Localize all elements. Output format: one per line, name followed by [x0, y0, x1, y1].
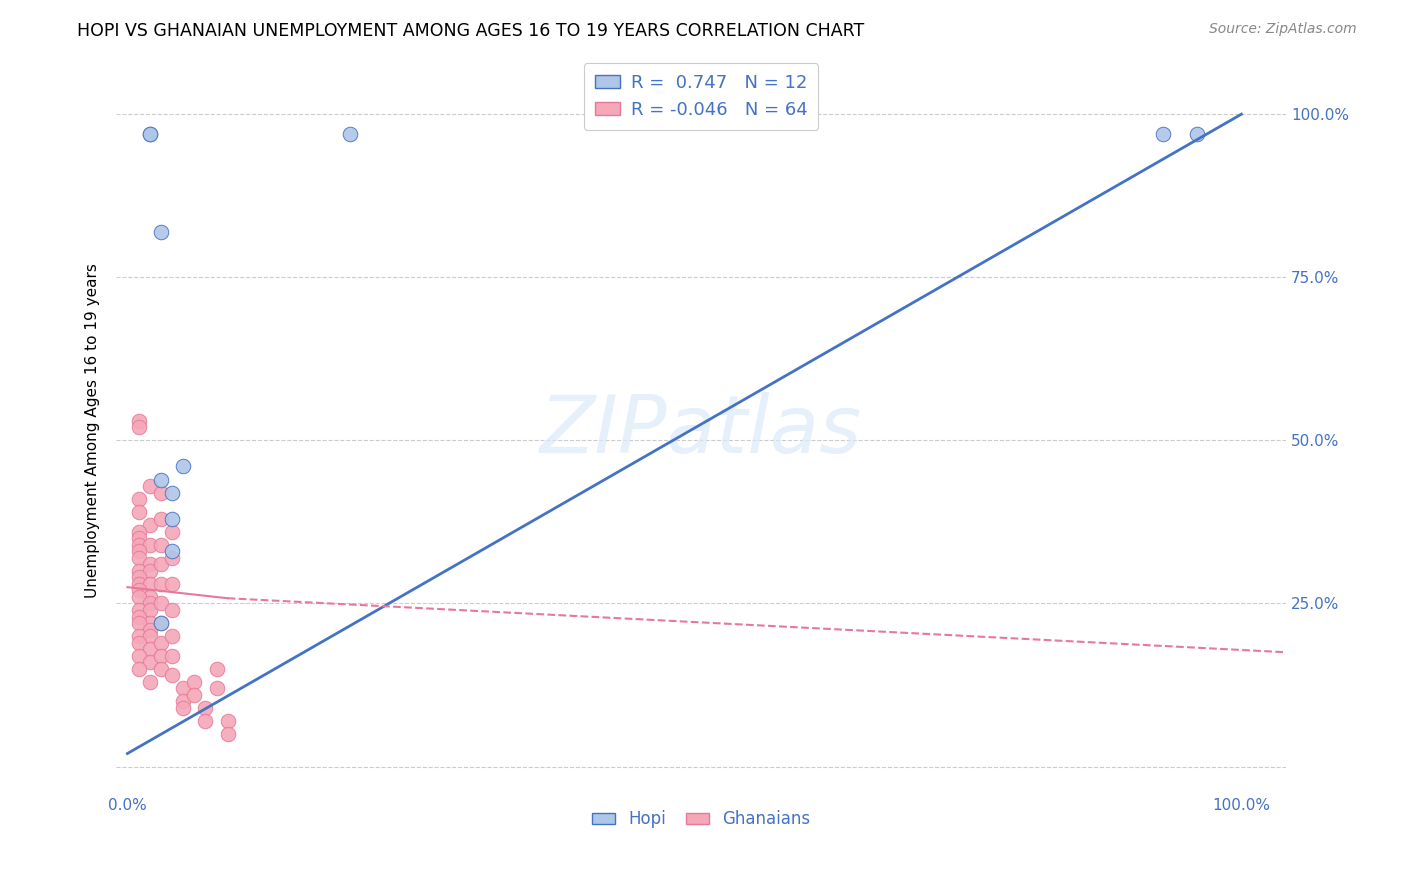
- Point: [128, 414, 150, 428]
- Point: [138, 674, 160, 689]
- Point: [217, 727, 239, 741]
- Point: [128, 648, 150, 663]
- Point: [138, 127, 160, 141]
- Point: [128, 544, 150, 558]
- Point: [138, 558, 160, 572]
- Point: [128, 570, 150, 584]
- Text: Source: ZipAtlas.com: Source: ZipAtlas.com: [1209, 22, 1357, 37]
- Point: [160, 511, 183, 525]
- Point: [160, 485, 183, 500]
- Point: [183, 674, 205, 689]
- Point: [138, 597, 160, 611]
- Point: [194, 714, 217, 728]
- Point: [149, 538, 172, 552]
- Point: [172, 459, 194, 474]
- Point: [160, 524, 183, 539]
- Point: [138, 538, 160, 552]
- Point: [149, 577, 172, 591]
- Point: [128, 635, 150, 649]
- Point: [128, 420, 150, 434]
- Point: [128, 505, 150, 519]
- Point: [149, 473, 172, 487]
- Point: [138, 623, 160, 637]
- Point: [149, 615, 172, 630]
- Point: [128, 590, 150, 604]
- Legend: Hopi, Ghanaians: Hopi, Ghanaians: [585, 804, 817, 835]
- Point: [138, 479, 160, 493]
- Point: [138, 642, 160, 657]
- Point: [138, 615, 160, 630]
- Point: [172, 681, 194, 696]
- Point: [217, 714, 239, 728]
- Point: [1185, 127, 1208, 141]
- Point: [149, 558, 172, 572]
- Point: [160, 668, 183, 682]
- Point: [160, 544, 183, 558]
- Point: [128, 615, 150, 630]
- Point: [128, 531, 150, 545]
- Point: [194, 701, 217, 715]
- Point: [138, 590, 160, 604]
- Point: [205, 681, 228, 696]
- Point: [138, 629, 160, 643]
- Point: [205, 662, 228, 676]
- Point: [138, 564, 160, 578]
- Point: [138, 655, 160, 669]
- Point: [183, 688, 205, 702]
- Point: [339, 127, 361, 141]
- Point: [128, 583, 150, 598]
- Point: [149, 597, 172, 611]
- Point: [128, 603, 150, 617]
- Point: [149, 635, 172, 649]
- Point: [138, 127, 160, 141]
- Point: [149, 615, 172, 630]
- Point: [138, 577, 160, 591]
- Point: [128, 564, 150, 578]
- Y-axis label: Unemployment Among Ages 16 to 19 years: Unemployment Among Ages 16 to 19 years: [86, 263, 100, 598]
- Point: [128, 550, 150, 565]
- Point: [160, 577, 183, 591]
- Point: [128, 538, 150, 552]
- Point: [172, 701, 194, 715]
- Point: [138, 603, 160, 617]
- Point: [128, 609, 150, 624]
- Point: [149, 485, 172, 500]
- Point: [1152, 127, 1174, 141]
- Point: [160, 648, 183, 663]
- Text: ZIPatlas: ZIPatlas: [540, 392, 862, 469]
- Text: HOPI VS GHANAIAN UNEMPLOYMENT AMONG AGES 16 TO 19 YEARS CORRELATION CHART: HOPI VS GHANAIAN UNEMPLOYMENT AMONG AGES…: [77, 22, 865, 40]
- Point: [128, 492, 150, 507]
- Point: [160, 629, 183, 643]
- Point: [160, 550, 183, 565]
- Point: [128, 662, 150, 676]
- Point: [149, 225, 172, 239]
- Point: [128, 629, 150, 643]
- Point: [149, 662, 172, 676]
- Point: [138, 518, 160, 533]
- Point: [149, 511, 172, 525]
- Point: [172, 694, 194, 708]
- Point: [160, 603, 183, 617]
- Point: [128, 524, 150, 539]
- Point: [149, 648, 172, 663]
- Point: [128, 577, 150, 591]
